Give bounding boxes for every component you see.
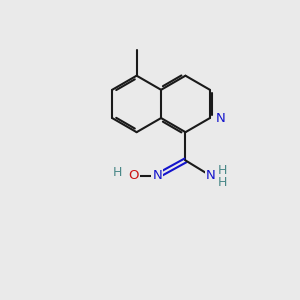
Text: H: H	[113, 167, 122, 179]
Text: H: H	[218, 176, 227, 189]
Text: H: H	[218, 164, 227, 177]
Text: N: N	[215, 112, 225, 124]
Text: N: N	[206, 169, 216, 182]
Text: O: O	[128, 169, 139, 182]
Text: N: N	[152, 169, 162, 182]
